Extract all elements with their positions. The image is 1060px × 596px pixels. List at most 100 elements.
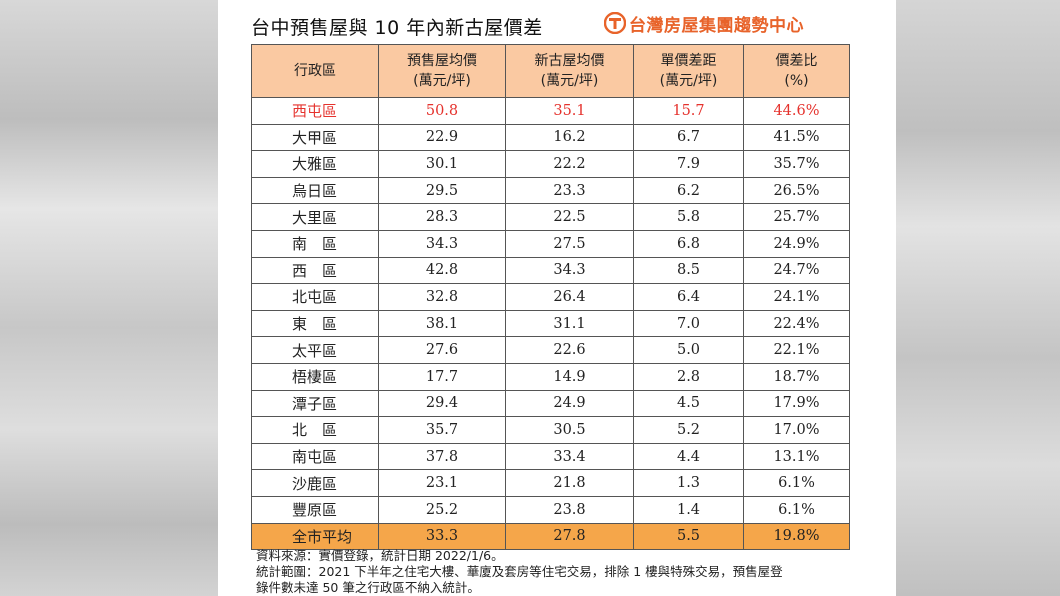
district-cell: 東 區 (251, 309, 379, 338)
table-row: 南屯區 37.8 33.4 4.4 13.1% (251, 442, 850, 471)
new-used-price-cell: 27.5 (505, 229, 634, 258)
gap-ratio-cell: 17.0% (743, 416, 850, 444)
district-cell: 南屯區 (251, 442, 379, 471)
new-used-price-cell: 31.1 (505, 309, 634, 338)
district-cell: 西 區 (251, 256, 379, 285)
price-gap-cell: 5.2 (633, 416, 744, 444)
price-gap-cell: 7.9 (633, 150, 744, 178)
gap-ratio-cell: 25.7% (743, 203, 850, 231)
footnote-scope: 統計範圍：2021 下半年之住宅大樓、華廈及套房等住宅交易，排除 1 樓與特殊交… (256, 564, 783, 579)
brand-t-icon (604, 12, 626, 34)
column-header-gap-ratio: 價差比 (%) (743, 44, 850, 98)
presale-price-cell: 32.8 (378, 283, 506, 311)
district-cell: 大里區 (251, 203, 379, 231)
presale-price-cell: 25.2 (378, 495, 506, 524)
new-used-price-cell: 26.4 (505, 283, 634, 311)
price-gap-cell: 2.8 (633, 362, 744, 391)
brand-name: 台灣房屋集團趨勢中心 (629, 15, 804, 36)
table-body: 西屯區 50.8 35.1 15.7 44.6% 大甲區 22.9 16.2 6.7 41.5% 大… (251, 97, 850, 551)
gap-ratio-cell: 35.7% (743, 150, 850, 178)
gap-ratio-cell: 41.5% (743, 123, 850, 152)
table-row: 太平區 27.6 22.6 5.0 22.1% (251, 336, 850, 364)
table-row: 西屯區 50.8 35.1 15.7 44.6% (251, 97, 850, 125)
presale-price-cell: 33.3 (378, 522, 506, 551)
gap-ratio-cell: 13.1% (743, 442, 850, 471)
table-row: 潭子區 29.4 24.9 4.5 17.9% (251, 389, 850, 418)
table-row: 沙鹿區 23.1 21.8 1.3 6.1% (251, 469, 850, 497)
new-used-price-cell: 22.6 (505, 336, 634, 364)
panel-header: 台中預售屋與 10 年內新古屋價差 台灣房屋集團趨勢中心 (218, 0, 896, 44)
price-gap-cell: 5.8 (633, 203, 744, 231)
district-cell: 沙鹿區 (251, 469, 379, 497)
column-header-label: 新古屋均價 (534, 53, 605, 69)
presale-price-cell: 22.9 (378, 123, 506, 152)
new-used-price-cell: 14.9 (505, 362, 634, 391)
price-gap-table: 行政區 預售屋均價 (萬元/坪) 新古屋均價 (萬元/坪) 單價差距 (萬元/坪… (251, 44, 850, 551)
column-header-unit: (萬元/坪) (659, 73, 718, 89)
new-used-price-cell: 35.1 (505, 97, 634, 125)
brand-logo: 台灣房屋集團趨勢中心 (604, 9, 804, 37)
presale-price-cell: 42.8 (378, 256, 506, 285)
presale-price-cell: 23.1 (378, 469, 506, 497)
district-cell: 烏日區 (251, 176, 379, 205)
price-gap-cell: 7.0 (633, 309, 744, 338)
table-row: 梧棲區 17.7 14.9 2.8 18.7% (251, 362, 850, 391)
column-header-label: 預售屋均價 (407, 53, 477, 69)
column-header-unit: (萬元/坪) (540, 73, 599, 89)
price-gap-cell: 6.7 (633, 123, 744, 152)
district-cell: 北 區 (251, 416, 379, 444)
presale-price-cell: 37.8 (378, 442, 506, 471)
new-used-price-cell: 24.9 (505, 389, 634, 418)
presale-price-cell: 38.1 (378, 309, 506, 338)
gap-ratio-cell: 24.7% (743, 256, 850, 285)
new-used-price-cell: 22.2 (505, 150, 634, 178)
price-gap-cell: 4.4 (633, 442, 744, 471)
district-cell: 西屯區 (251, 97, 379, 125)
gap-ratio-cell: 19.8% (743, 522, 850, 551)
table-row: 烏日區 29.5 23.3 6.2 26.5% (251, 176, 850, 205)
table-row: 東 區 38.1 31.1 7.0 22.4% (251, 309, 850, 338)
table-row: 豐原區 25.2 23.8 1.4 6.1% (251, 495, 850, 524)
district-cell: 潭子區 (251, 389, 379, 418)
table-row: 北屯區 32.8 26.4 6.4 24.1% (251, 283, 850, 311)
new-used-price-cell: 23.3 (505, 176, 634, 205)
new-used-price-cell: 16.2 (505, 123, 634, 152)
price-gap-cell: 15.7 (633, 97, 744, 125)
gap-ratio-cell: 22.1% (743, 336, 850, 364)
presale-price-cell: 29.5 (378, 176, 506, 205)
gap-ratio-cell: 6.1% (743, 495, 850, 524)
gap-ratio-cell: 44.6% (743, 97, 850, 125)
new-used-price-cell: 27.8 (505, 522, 634, 551)
table-row: 大里區 28.3 22.5 5.8 25.7% (251, 203, 850, 231)
new-used-price-cell: 23.8 (505, 495, 634, 524)
blurred-background-left (0, 0, 218, 596)
column-header-new-used-price: 新古屋均價 (萬元/坪) (505, 44, 634, 98)
new-used-price-cell: 34.3 (505, 256, 634, 285)
new-used-price-cell: 33.4 (505, 442, 634, 471)
table-header-row: 行政區 預售屋均價 (萬元/坪) 新古屋均價 (萬元/坪) 單價差距 (萬元/坪… (251, 44, 850, 98)
gap-ratio-cell: 17.9% (743, 389, 850, 418)
price-gap-cell: 4.5 (633, 389, 744, 418)
table-row: 西 區 42.8 34.3 8.5 24.7% (251, 256, 850, 285)
new-used-price-cell: 21.8 (505, 469, 634, 497)
district-cell: 南 區 (251, 229, 379, 258)
footnote-scope-continued: 錄件數未達 50 筆之行政區不納入統計。 (256, 580, 480, 595)
district-cell: 北屯區 (251, 283, 379, 311)
table-row-city-average: 全市平均 33.3 27.8 5.5 19.8% (251, 522, 850, 551)
gap-ratio-cell: 6.1% (743, 469, 850, 497)
gap-ratio-cell: 22.4% (743, 309, 850, 338)
column-header-price-gap: 單價差距 (萬元/坪) (633, 44, 744, 98)
price-gap-cell: 8.5 (633, 256, 744, 285)
price-gap-cell: 5.5 (633, 522, 744, 551)
footnote-source: 資料來源：實價登錄，統計日期 2022/1/6。 (256, 548, 504, 563)
price-gap-cell: 1.3 (633, 469, 744, 497)
presale-price-cell: 34.3 (378, 229, 506, 258)
price-table-panel: 台中預售屋與 10 年內新古屋價差 台灣房屋集團趨勢中心 行政區 預售屋均價 (… (218, 0, 896, 596)
presale-price-cell: 29.4 (378, 389, 506, 418)
column-header-label: 行政區 (294, 63, 336, 79)
blurred-background-right (896, 0, 1060, 596)
page-title: 台中預售屋與 10 年內新古屋價差 (251, 17, 543, 39)
presale-price-cell: 27.6 (378, 336, 506, 364)
new-used-price-cell: 22.5 (505, 203, 634, 231)
district-cell: 太平區 (251, 336, 379, 364)
